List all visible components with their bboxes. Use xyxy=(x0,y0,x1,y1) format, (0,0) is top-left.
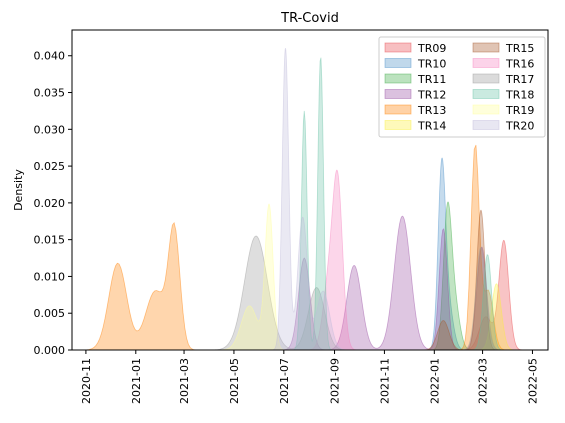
density-area-tr15 xyxy=(420,209,498,351)
x-tick-label: 2021-09 xyxy=(329,358,342,404)
legend-swatch-tr20 xyxy=(472,120,500,130)
density-area-tr20 xyxy=(271,48,350,351)
density-area-tr19 xyxy=(216,203,286,351)
legend-swatch-tr12 xyxy=(384,89,412,99)
legend-label-tr13: TR13 xyxy=(417,104,446,117)
y-tick-label: 0.005 xyxy=(34,307,66,320)
legend-label-tr18: TR18 xyxy=(505,89,534,102)
legend-label-tr20: TR20 xyxy=(505,120,534,133)
legend-swatch-tr10 xyxy=(384,58,412,68)
x-tick-label: 2022-03 xyxy=(477,358,490,404)
legend-label-tr16: TR16 xyxy=(505,58,534,71)
y-axis-label: Density xyxy=(12,169,25,211)
legend-label-tr10: TR10 xyxy=(417,58,446,71)
legend-swatch-tr13 xyxy=(384,104,412,115)
legend-label-tr15: TR15 xyxy=(505,42,534,55)
x-tick-label: 2021-11 xyxy=(378,358,391,404)
density-area-tr14 xyxy=(476,283,517,351)
legend-label-tr12: TR12 xyxy=(417,89,446,102)
y-tick-label: 0.010 xyxy=(34,270,66,283)
legend-label-tr14: TR14 xyxy=(417,120,446,133)
legend-label-tr09: TR09 xyxy=(417,42,446,55)
x-tick-label: 2021-05 xyxy=(228,358,241,404)
x-tick-label: 2021-07 xyxy=(278,358,291,404)
legend-swatch-tr14 xyxy=(384,120,412,130)
density-area-tr11 xyxy=(430,201,475,351)
y-tick-label: 0.025 xyxy=(34,160,66,173)
legend-swatch-tr09 xyxy=(384,42,412,53)
legend-label-tr17: TR17 xyxy=(505,73,534,86)
density-area-tr12 xyxy=(280,215,502,351)
chart-title: TR-Covid xyxy=(280,11,339,26)
x-tick-label: 2021-03 xyxy=(178,358,191,404)
density-area-tr16 xyxy=(305,169,358,351)
legend-swatch-tr15 xyxy=(472,42,500,53)
x-tick-label: 2022-05 xyxy=(526,358,539,404)
y-tick-label: 0.040 xyxy=(34,50,66,63)
legend-swatch-tr18 xyxy=(472,89,500,99)
density-area-tr09 xyxy=(459,239,524,351)
density-area-tr10 xyxy=(426,157,469,351)
y-tick-label: 0.015 xyxy=(34,234,66,247)
y-tick-label: 0.035 xyxy=(34,87,66,100)
y-tick-label: 0.030 xyxy=(34,123,66,136)
legend-label-tr11: TR11 xyxy=(417,73,446,86)
legend-swatch-tr11 xyxy=(384,73,412,84)
y-tick-label: 0.000 xyxy=(34,344,66,357)
y-tick-label: 0.020 xyxy=(34,197,66,210)
legend-swatch-tr16 xyxy=(472,58,500,68)
x-tick-label: 2021-01 xyxy=(130,358,143,404)
x-tick-label: 2022-01 xyxy=(428,358,441,404)
legend: TR09 TR10 TR11 TR12 TR13 TR14 TR15 TR16 TR17 TR18… xyxy=(378,36,546,138)
x-tick-label: 2020-11 xyxy=(80,358,93,404)
legend-box xyxy=(378,36,546,138)
legend-swatch-tr19 xyxy=(472,104,500,115)
y-axis: 0.000 0.005 0.010 0.015 0.020 0.025 0.030 0.035… xyxy=(34,50,72,357)
legend-swatch-tr17 xyxy=(472,73,500,84)
plot-frame xyxy=(71,29,549,351)
legend-label-tr19: TR19 xyxy=(505,104,534,117)
x-axis: 2020-11 2021-01 2021-03 2021-05 2021-07 2021-… xyxy=(80,350,539,404)
